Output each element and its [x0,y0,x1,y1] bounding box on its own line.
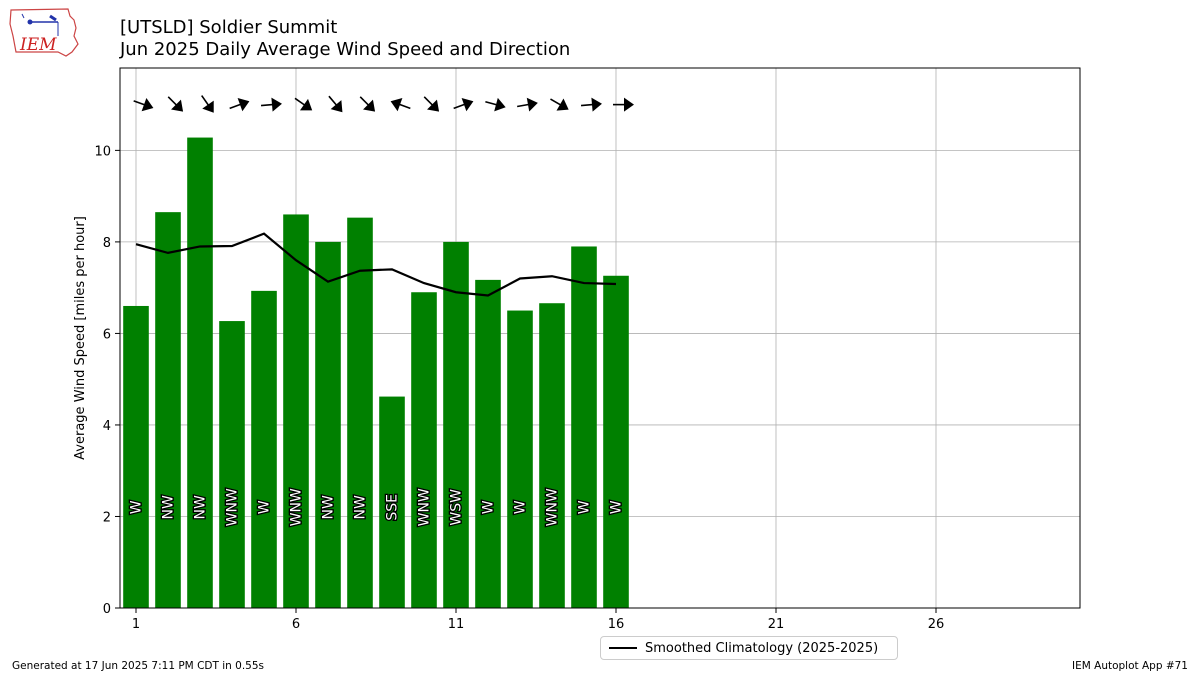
x-tick-label: 1 [132,617,140,632]
bar-day-8 [347,217,373,608]
bar-day-14 [539,303,565,608]
wind-arrow-day-9 [390,98,411,112]
y-tick-label: 6 [103,327,111,342]
direction-label-day-4: WNW [225,488,241,526]
direction-label-day-13: W [513,500,529,514]
wind-arrow-day-2 [167,96,184,112]
wind-arrow-day-12 [485,97,506,112]
bar-day-7 [315,241,341,608]
direction-label-day-8: NW [353,495,369,519]
x-tick-label: 26 [928,617,945,632]
direction-label-day-10: WNW [417,488,433,526]
legend-line-swatch [609,647,637,649]
bar-day-13 [507,310,533,608]
direction-label-layer: W NW NW WNW W WNW NW NW SSE WNW WSW W W WNW W W [127,487,626,528]
y-axis-label: Average Wind Speed [miles per hour] [73,216,88,460]
climatology-line-layer [135,232,617,297]
wind-arrow-day-16 [613,97,634,112]
bar-day-1 [123,305,149,608]
bar-day-11 [443,241,469,608]
wind-arrow-day-11 [453,98,474,112]
y-tick-label: 8 [103,236,111,251]
wind-arrow-day-1 [133,98,154,112]
direction-label-day-12: W [481,500,497,514]
bar-day-15 [571,246,597,608]
wind-arrow-day-6 [294,97,313,111]
wind-arrow-day-3 [201,95,214,113]
direction-label-day-14: WNW [545,488,561,526]
generated-timestamp: Generated at 17 Jun 2025 7:11 PM CDT in … [12,660,265,672]
legend-label: Smoothed Climatology (2025-2025) [645,640,879,656]
legend: Smoothed Climatology (2025-2025) [600,636,898,660]
y-tick-label: 4 [103,419,111,434]
direction-label-day-3: NW [193,495,209,519]
bar-day-3 [187,137,213,608]
direction-label-day-9: SSE [385,494,401,521]
x-tick-label: 11 [448,617,465,632]
wind-arrow-day-14 [550,98,569,111]
y-tick-label: 0 [103,602,111,617]
wind-arrow-day-13 [517,97,538,112]
direction-label-day-1: W [129,500,145,514]
x-tick-label: 6 [292,617,300,632]
wind-arrow-day-5 [260,97,282,112]
app-id: IEM Autoplot App #71 [1072,660,1188,672]
title-line-2: Jun 2025 Daily Average Wind Speed and Di… [120,39,571,60]
direction-label-day-7: NW [321,495,337,519]
bar-layer [123,137,629,609]
direction-label-day-15: W [577,500,593,514]
direction-label-day-2: NW [161,495,177,519]
direction-label-day-16: W [609,500,625,514]
direction-label-day-5: W [257,500,273,514]
bar-day-9 [379,396,405,608]
chart-title: [UTSLD] Soldier Summit Jun 2025 Daily Av… [120,17,570,61]
x-tick-label: 16 [608,617,625,632]
climatology-line [135,232,617,297]
plot-frame [119,67,1081,609]
wind-arrow-day-8 [359,96,376,112]
y-tick-label: 2 [103,510,111,525]
bar-day-12 [475,279,501,608]
wind-arrow-layer [133,95,634,113]
y-tick-label: 10 [94,144,111,159]
wind-arrow-day-7 [328,95,343,113]
wind-arrow-day-10 [423,96,440,112]
x-tick-label: 21 [768,617,785,632]
logo-text: IEM [19,35,57,55]
iem-logo: IEM [9,8,79,57]
bar-day-5 [251,290,277,608]
bar-day-10 [411,292,437,608]
bar-day-6 [283,214,309,608]
wind-arrow-day-4 [229,98,250,112]
direction-label-day-11: WSW [449,489,465,526]
bar-day-16 [603,275,629,608]
direction-label-day-6: WNW [289,488,305,526]
title-line-1: [UTSLD] Soldier Summit [120,17,338,38]
bar-day-2 [155,212,181,609]
wind-arrow-day-15 [580,97,602,112]
bar-day-4 [219,321,245,608]
